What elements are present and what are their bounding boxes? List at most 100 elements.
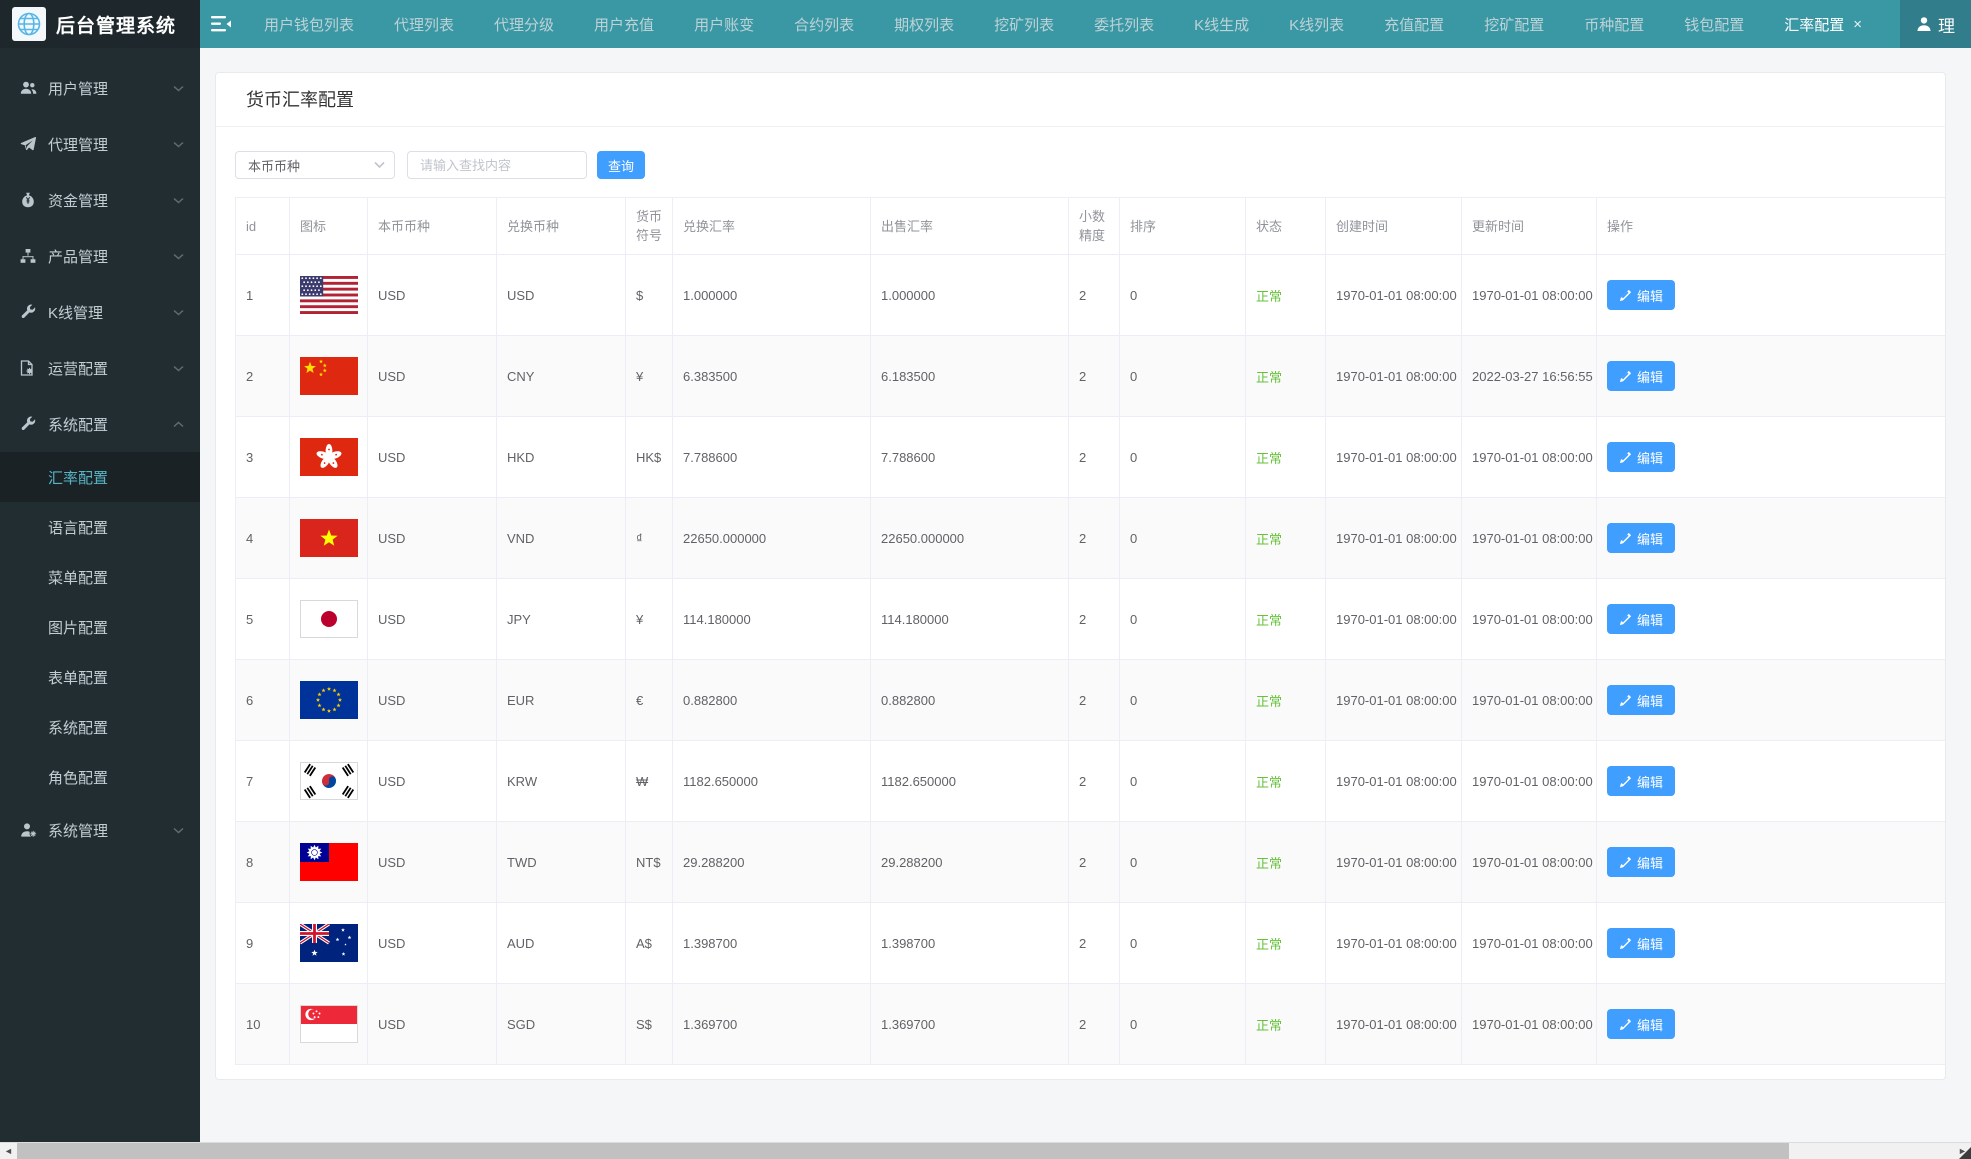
cell-status: 正常 <box>1245 254 1326 336</box>
nav-tab-10[interactable]: K线生成 <box>1174 0 1269 48</box>
edit-button[interactable]: 编辑 <box>1607 361 1675 391</box>
cell-quote-currency: EUR <box>496 659 626 741</box>
edit-button[interactable]: 编辑 <box>1607 280 1675 310</box>
flag-jp-icon <box>300 600 358 638</box>
base-currency-select[interactable]: 本币币种 <box>235 151 395 179</box>
nav-tab-9[interactable]: 委托列表 <box>1074 0 1174 48</box>
nav-tab-1[interactable]: 用户钱包列表 <box>244 0 374 48</box>
cell-sell-rate: 1.369700 <box>870 983 1069 1065</box>
cell-status: 正常 <box>1245 416 1326 498</box>
nav-tab-3[interactable]: 代理分级 <box>474 0 574 48</box>
edit-button-label: 编辑 <box>1636 612 1663 628</box>
column-header-6: 兑换汇率 <box>672 197 871 255</box>
page-title: 货币汇率配置 <box>216 73 1945 127</box>
edit-button[interactable]: 编辑 <box>1607 766 1675 796</box>
table-row-6: 6 USD EUR €0.882800 0.882800 2 0 正常 1970-01-01 0… <box>235 659 1945 741</box>
nav-tab-15[interactable]: 钱包配置 <box>1664 0 1764 48</box>
cell-quote-currency: USD <box>496 254 626 336</box>
edit-button[interactable]: 编辑 <box>1607 685 1675 715</box>
edit-button[interactable]: 编辑 <box>1607 604 1675 634</box>
submenu-item-6[interactable]: 系统配置 <box>48 719 109 737</box>
sidebar-item-7[interactable]: 系统配置 <box>0 396 200 452</box>
cell-base-currency: USD <box>367 902 497 984</box>
cell-sell-rate: 6.183500 <box>870 335 1069 417</box>
column-header-9: 排序 <box>1119 197 1246 255</box>
paper-plane-icon <box>20 136 44 152</box>
nav-tab-12[interactable]: 充值配置 <box>1364 0 1464 48</box>
cell-symbol: ¥ <box>625 335 673 417</box>
cell-base-currency: USD <box>367 659 497 741</box>
status-badge: 正常 <box>1256 612 1283 628</box>
cell-symbol: HK$ <box>625 416 673 498</box>
cell-quote-currency: CNY <box>496 335 626 417</box>
cell-precision: 2 <box>1068 254 1120 336</box>
submenu-item-5[interactable]: 表单配置 <box>48 669 109 687</box>
sidebar-item-1[interactable]: 用户管理 <box>0 60 200 116</box>
cell-sort: 0 <box>1119 902 1246 984</box>
submenu-item-2[interactable]: 语言配置 <box>48 519 109 537</box>
nav-tab-16[interactable]: 汇率配置 × <box>1764 0 1882 48</box>
scrollbar-thumb[interactable] <box>17 1143 1789 1159</box>
scroll-left-arrow-icon[interactable]: ◄ <box>4 1146 13 1156</box>
table-row-10: 10 USD SGD S$ 1.369700 1.369700 2 0 正常 1970-01-01… <box>235 983 1945 1065</box>
nav-tab-14[interactable]: 币种配置 <box>1564 0 1664 48</box>
cell-base-currency: USD <box>367 497 497 579</box>
app-logo: 后台管理系统 <box>0 0 200 48</box>
submenu-item-7[interactable]: 角色配置 <box>48 769 109 787</box>
cell-symbol: $ <box>625 254 673 336</box>
flag-eu-icon <box>300 681 358 719</box>
edit-button[interactable]: 编辑 <box>1607 1009 1675 1039</box>
cell-symbol: ₫ <box>625 497 673 579</box>
edit-button-label: 编辑 <box>1636 693 1663 709</box>
column-header-1: id <box>235 197 290 255</box>
cell-quote-currency: HKD <box>496 416 626 498</box>
cell-quote-currency: JPY <box>496 578 626 660</box>
nav-tab-8[interactable]: 挖矿列表 <box>974 0 1074 48</box>
edit-button[interactable]: 编辑 <box>1607 442 1675 472</box>
nav-tab-2[interactable]: 代理列表 <box>374 0 474 48</box>
cell-symbol: S$ <box>625 983 673 1065</box>
horizontal-scrollbar[interactable]: ◄ ► <box>0 1142 1971 1159</box>
edit-button[interactable]: 编辑 <box>1607 523 1675 553</box>
user-menu[interactable]: 理 <box>1900 0 1971 48</box>
sidebar-item-5[interactable]: K线管理 <box>0 284 200 340</box>
sidebar-item-8[interactable]: 系统管理 <box>0 802 200 858</box>
cell-flag <box>289 497 368 579</box>
nav-tab-7[interactable]: 期权列表 <box>874 0 974 48</box>
cell-id: 7 <box>235 740 290 822</box>
nav-tab-label: 挖矿列表 <box>994 16 1055 34</box>
search-input[interactable] <box>407 151 587 179</box>
nav-tab-6[interactable]: 合约列表 <box>774 0 874 48</box>
query-button[interactable]: 查询 <box>597 151 645 179</box>
nav-tab-5[interactable]: 用户账变 <box>674 0 774 48</box>
sidebar-item-label: 运营配置 <box>48 360 109 378</box>
wrench-icon <box>20 416 44 432</box>
sidebar-item-4[interactable]: 产品管理 <box>0 228 200 284</box>
flag-tw-icon <box>300 843 358 881</box>
cell-status: 正常 <box>1245 983 1326 1065</box>
nav-tab-11[interactable]: K线列表 <box>1269 0 1364 48</box>
nav-tab-13[interactable]: 挖矿配置 <box>1464 0 1564 48</box>
status-badge: 正常 <box>1256 693 1283 709</box>
nav-tab-label: 代理分级 <box>494 16 555 34</box>
cell-sort: 0 <box>1119 335 1246 417</box>
sidebar-item-6[interactable]: 运营配置 <box>0 340 200 396</box>
nav-tab-4[interactable]: 用户充值 <box>574 0 674 48</box>
edit-button[interactable]: 编辑 <box>1607 928 1675 958</box>
cell-status: 正常 <box>1245 497 1326 579</box>
flag-cn-icon <box>300 357 358 395</box>
cell-base-currency: USD <box>367 254 497 336</box>
sidebar-item-3[interactable]: 资金管理 <box>0 172 200 228</box>
status-badge: 正常 <box>1256 531 1283 547</box>
cell-id: 4 <box>235 497 290 579</box>
cell-base-currency: USD <box>367 335 497 417</box>
close-icon[interactable]: × <box>1853 15 1863 33</box>
cell-id: 5 <box>235 578 290 660</box>
submenu-item-4[interactable]: 图片配置 <box>48 619 109 637</box>
menu-toggle-icon[interactable] <box>200 0 244 48</box>
submenu-item-1[interactable]: 汇率配置 <box>0 452 200 502</box>
sidebar-item-2[interactable]: 代理管理 <box>0 116 200 172</box>
submenu-item-3[interactable]: 菜单配置 <box>48 569 109 587</box>
edit-button[interactable]: 编辑 <box>1607 847 1675 877</box>
nav-tab-label: 委托列表 <box>1094 16 1155 34</box>
